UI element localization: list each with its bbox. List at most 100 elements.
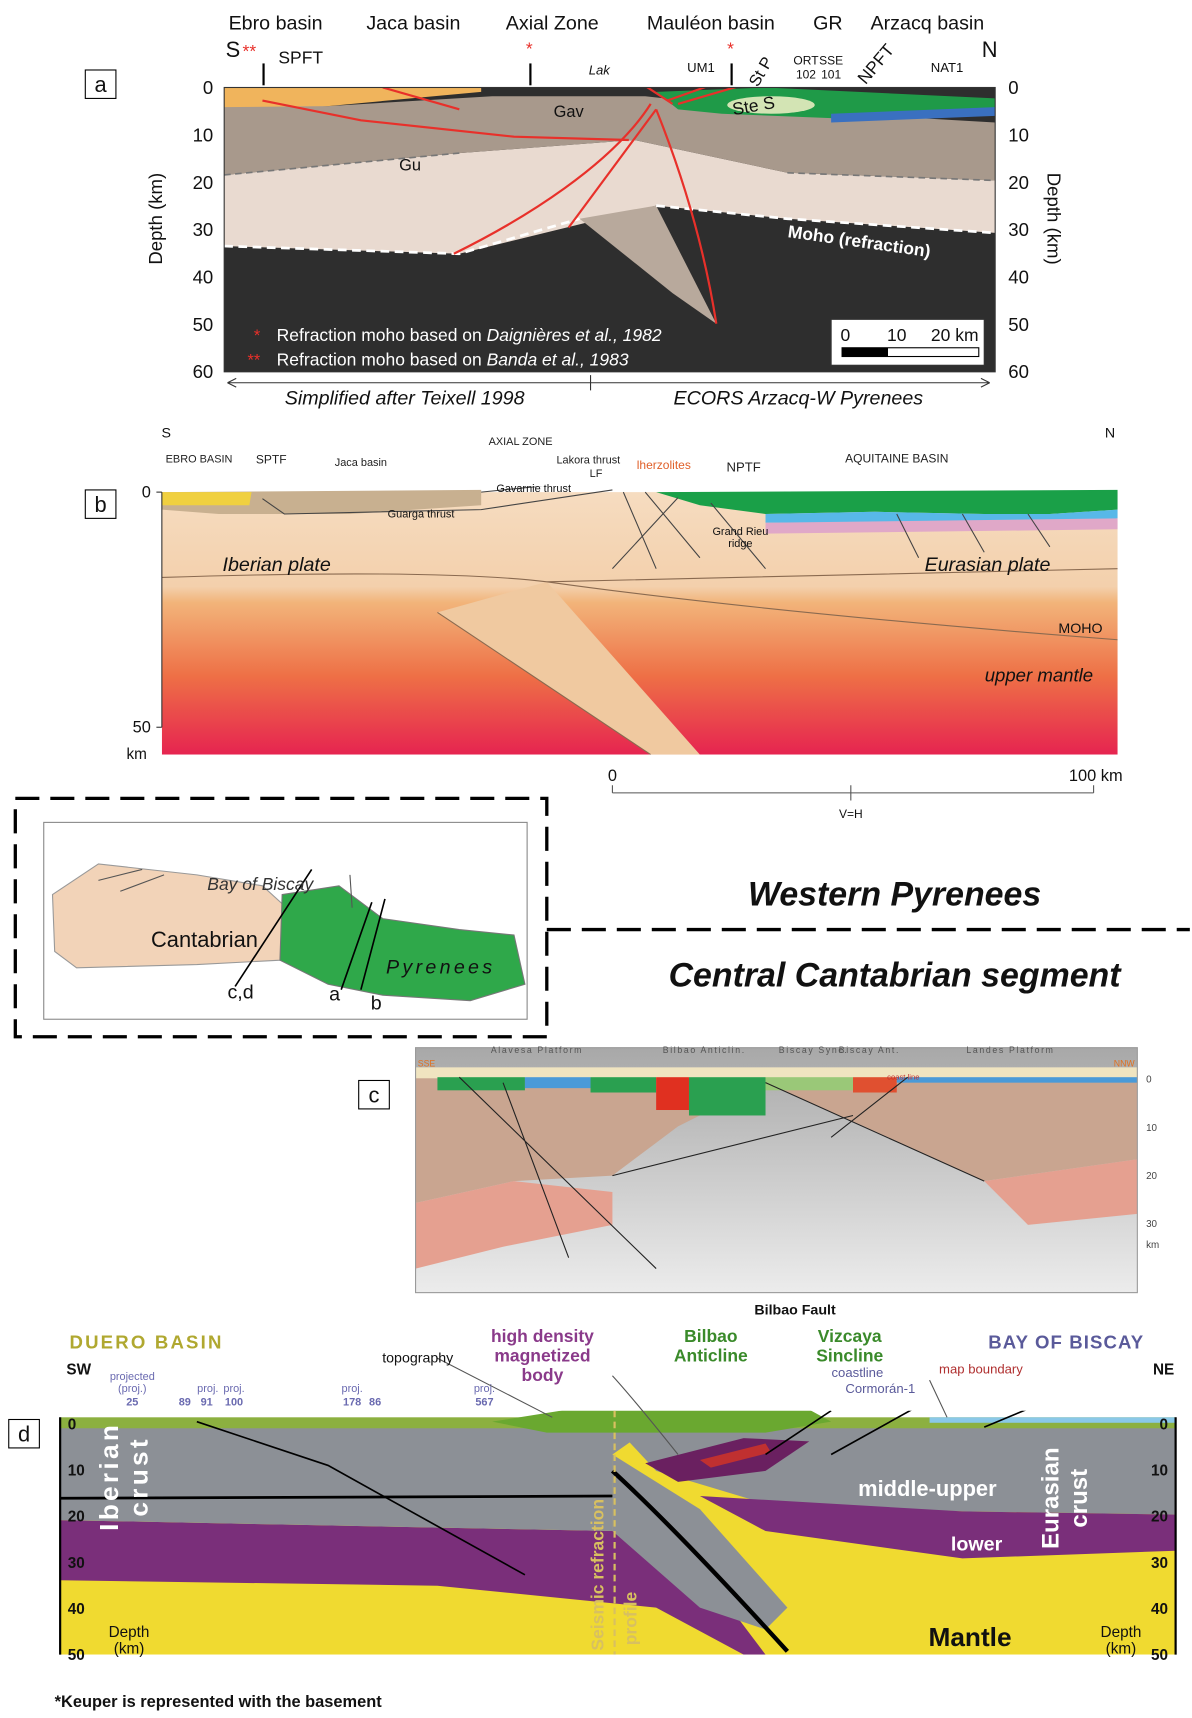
label: ridge: [728, 538, 752, 550]
region-label: Ebro basin: [229, 13, 323, 35]
label: BAY OF BISCAY: [988, 1331, 1144, 1352]
legend-text: Refraction moho based on Daignières et a…: [277, 325, 662, 345]
label: Mantle: [928, 1622, 1011, 1652]
label: (km): [1106, 1641, 1137, 1658]
region-label: lherzolites: [637, 458, 691, 472]
region-label: Axial Zone: [506, 13, 599, 35]
label: 101: [821, 68, 841, 82]
sediments: [416, 1067, 1138, 1078]
tick-label: 0: [1159, 1416, 1168, 1433]
sediments: [162, 492, 252, 505]
source: ECORS Arzacq-W Pyrenees: [674, 388, 924, 410]
legend-text: Refraction moho based on Banda et al., 1…: [277, 349, 629, 369]
label: Sincline: [816, 1346, 883, 1366]
label: Eurasian: [1038, 1447, 1065, 1549]
tick-label: 30: [193, 219, 214, 240]
scale-bar: [612, 785, 1093, 800]
tick-label: 10: [1151, 1462, 1168, 1479]
tick-label: 20: [1151, 1509, 1168, 1526]
region-label: AQUITAINE BASIN: [845, 452, 948, 466]
label: S: [226, 37, 241, 62]
label: Eurasian plate: [925, 554, 1051, 576]
label: km: [1146, 1240, 1159, 1251]
label: SW: [66, 1362, 91, 1379]
label: NPFT: [853, 40, 898, 88]
axis-title: Depth (km): [1044, 173, 1065, 265]
tick-label: 30: [1146, 1219, 1157, 1230]
region-label: Mauléon basin: [647, 13, 775, 35]
label: (km): [114, 1641, 145, 1658]
tick-label: 0: [68, 1416, 77, 1433]
region-label: Arzacq basin: [871, 13, 985, 35]
sediments: [689, 1077, 766, 1115]
sediments: [492, 1387, 831, 1433]
label: Depth: [109, 1624, 150, 1641]
label: Gav: [554, 103, 585, 121]
label: NE: [1153, 1362, 1174, 1379]
tick-label: 10: [68, 1462, 85, 1479]
label: S: [161, 425, 170, 441]
label: Gavarnie thrust: [496, 483, 571, 495]
region-label: AXIAL ZONE: [489, 436, 553, 448]
label: Bilbao Fault: [754, 1303, 836, 1319]
page: aEbro basinJaca basinAxial ZoneMauléon b…: [0, 0, 1192, 1718]
tick-label: 10: [1146, 1123, 1157, 1134]
scale-label: 20 km: [931, 325, 979, 345]
axis-title: Depth (km): [145, 173, 166, 265]
region-label: LF: [590, 468, 603, 480]
sediments: [591, 1077, 657, 1092]
label: SSE: [418, 1058, 436, 1068]
sediments: [525, 1077, 591, 1088]
well-tag: proj.: [197, 1383, 218, 1395]
label: Grand Rieu: [712, 526, 768, 538]
region-label: Lakora thrust: [556, 455, 620, 467]
label: Cormorán-1: [845, 1381, 915, 1396]
label: V=H: [839, 807, 863, 821]
label: high density: [491, 1326, 594, 1346]
label: NNW: [1114, 1058, 1136, 1068]
sediments: [437, 1077, 524, 1090]
well-tag: (proj.): [118, 1383, 147, 1395]
well-id: 25: [126, 1396, 138, 1408]
tick-label: 40: [1008, 266, 1029, 287]
label: Alavesa Platform: [491, 1045, 583, 1055]
tick-label: 10: [193, 124, 214, 145]
label: a: [329, 984, 340, 1006]
panel-label: c: [369, 1082, 380, 1107]
label: Biscay Ant.: [839, 1045, 900, 1055]
tick-label: 40: [193, 266, 214, 287]
label: b: [371, 992, 382, 1014]
label: magnetized: [494, 1346, 590, 1366]
citation: Daignières et al., 1982: [487, 325, 662, 345]
label: Pyrenees: [386, 956, 495, 978]
label: UM1: [687, 60, 715, 75]
scale-label: 10: [887, 325, 907, 345]
tick-label: 0: [1146, 1075, 1152, 1086]
tick-label: 60: [1008, 361, 1029, 382]
label: St P: [746, 54, 777, 90]
label: Iberian: [94, 1422, 124, 1531]
label: DUERO BASIN: [69, 1331, 223, 1352]
tick-label: 60: [193, 361, 214, 382]
region-label: NPTF: [727, 459, 761, 474]
well-id: 100: [225, 1396, 243, 1408]
label: coast line: [887, 1072, 919, 1081]
label: middle-upper: [858, 1476, 997, 1501]
panel-label: d: [18, 1421, 30, 1446]
well-id: 567: [475, 1396, 493, 1408]
label: crust: [1066, 1469, 1093, 1528]
label: profile: [620, 1592, 640, 1646]
tick-label: 40: [1151, 1601, 1168, 1618]
tick-label: 30: [1151, 1555, 1168, 1572]
panel-label: a: [95, 72, 108, 97]
label: Bilbao: [684, 1326, 737, 1346]
well-id: 91: [201, 1396, 213, 1408]
figure: aEbro basinJaca basinAxial ZoneMauléon b…: [0, 0, 1192, 1718]
region-label: GR: [813, 13, 843, 35]
scale-label: 0: [840, 325, 850, 345]
tick-label: 50: [68, 1647, 85, 1664]
tick-label: 0: [203, 77, 213, 98]
label: Seismic refraction: [588, 1499, 608, 1651]
label: Vizcaya: [818, 1326, 882, 1346]
sediments: [656, 1077, 689, 1110]
